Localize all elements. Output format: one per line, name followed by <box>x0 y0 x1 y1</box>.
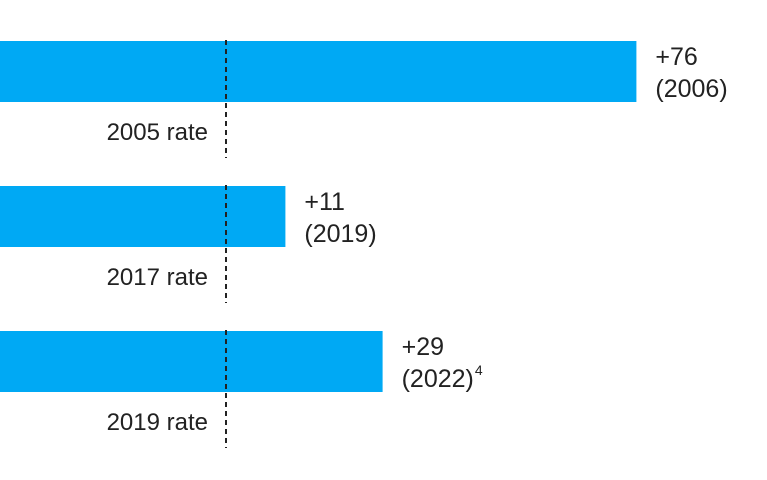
reference-label-2: 2017 rate <box>107 264 208 291</box>
bar-1 <box>0 41 637 102</box>
value-label-3: +29 <box>402 333 444 361</box>
year-label-1: (2006) <box>655 75 727 103</box>
year-label-3: (2022) <box>402 365 474 393</box>
bar-3 <box>0 331 383 392</box>
bars-layer <box>0 41 637 392</box>
bar-2 <box>0 186 286 247</box>
value-label-1: +76 <box>655 43 697 71</box>
reference-label-3: 2019 rate <box>107 409 208 436</box>
footnote-marker-3: 4 <box>475 362 483 378</box>
reference-label-1: 2005 rate <box>107 119 208 146</box>
value-label-2: +11 <box>304 188 345 216</box>
labels-layer: 2005 rate +76 (2006) 2017 rate +11 (2019) 2019… <box>107 43 728 436</box>
year-label-2: (2019) <box>304 220 376 248</box>
